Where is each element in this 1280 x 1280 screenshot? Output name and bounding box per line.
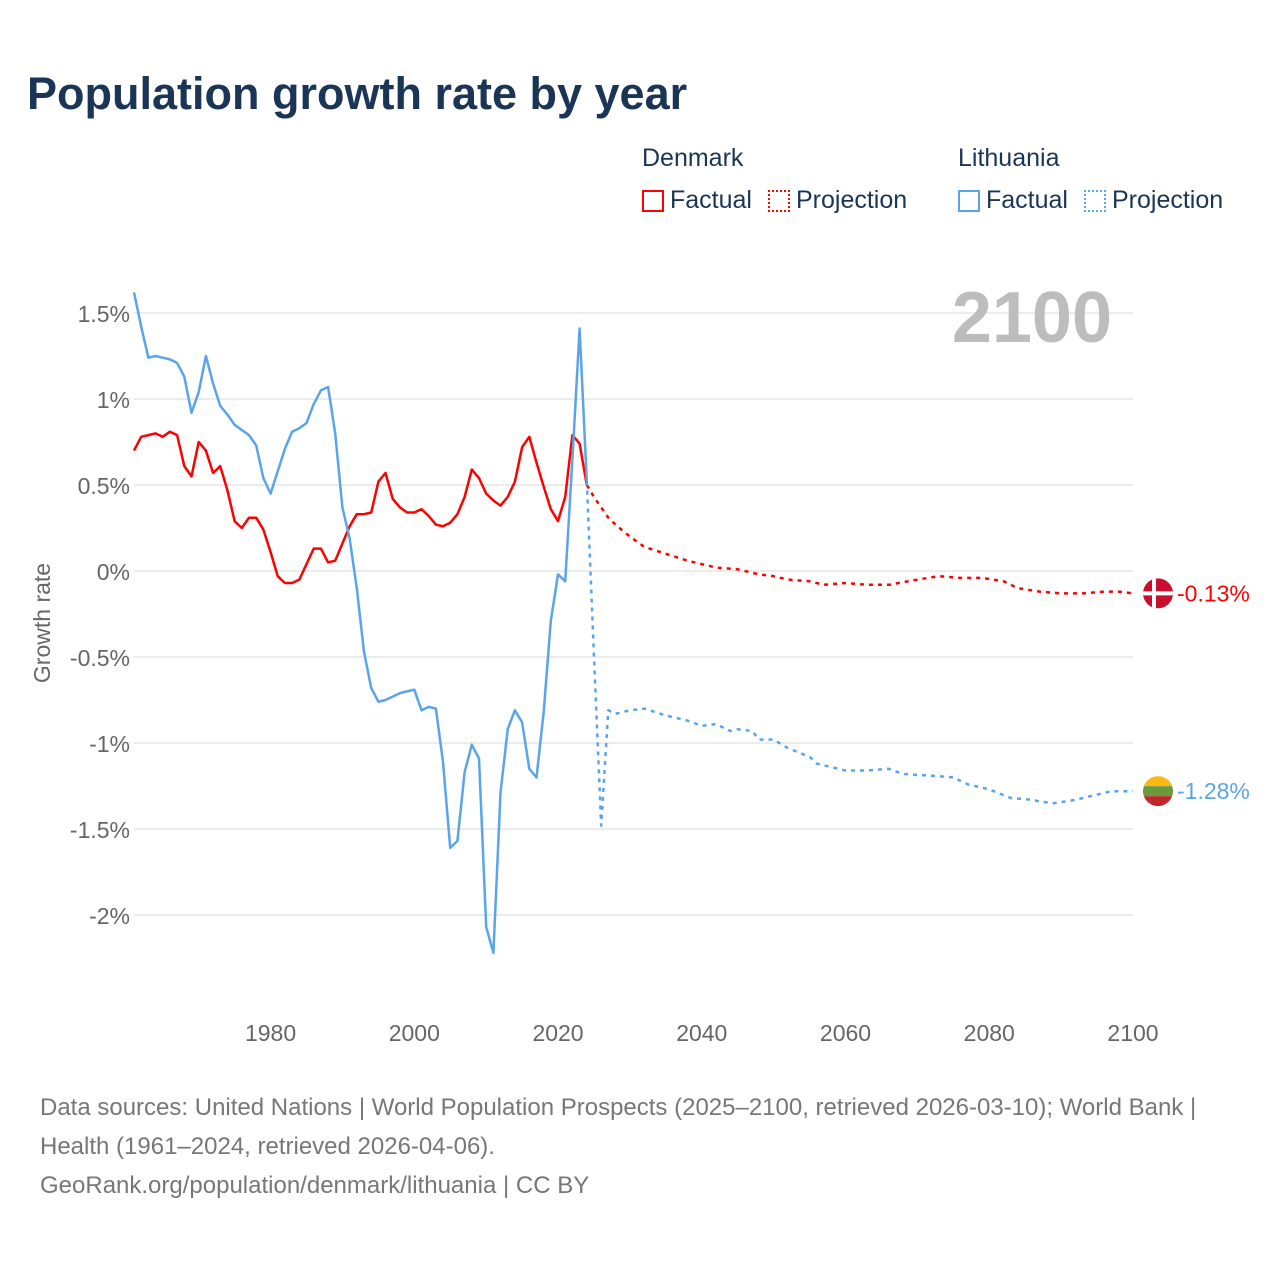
legend-denmark-projection[interactable]: Projection (767, 186, 908, 215)
legend-label: Factual (670, 186, 752, 214)
denmark-flag-icon (1143, 578, 1173, 609)
x-tick-label: 2100 (1107, 1020, 1158, 1046)
y-tick-label: -1.5% (70, 817, 130, 843)
legend-swatch-dotted-blue (1083, 189, 1106, 212)
legend-swatch-dotted-red (767, 189, 790, 212)
legend-group-denmark: Denmark (642, 144, 743, 173)
y-tick-label: 1% (97, 387, 130, 413)
legend-label: Factual (986, 186, 1068, 214)
legend-country-denmark: Denmark (642, 144, 744, 172)
chart-title: Population growth rate by year (27, 68, 688, 119)
y-axis-label: Growth rate (29, 563, 55, 683)
legend-label: Projection (1111, 186, 1224, 214)
y-tick-label: -1% (89, 731, 130, 757)
y-tick-label: 1.5% (78, 301, 130, 327)
y-tick-label: 0.5% (78, 473, 130, 499)
legend-country-lithuania: Lithuania (958, 144, 1060, 172)
x-tick-label: 2000 (389, 1020, 440, 1046)
x-tick-label: 1980 (245, 1020, 296, 1046)
lithuania-flag-icon (1143, 776, 1173, 807)
legend-label: Projection (795, 186, 908, 214)
footer: Data sources: United Nations | World Pop… (40, 1088, 1240, 1205)
end-label-lithuania: -1.28% (1177, 778, 1250, 804)
legend-denmark-factual[interactable]: Factual (642, 186, 752, 215)
x-tick-label: 2040 (676, 1020, 727, 1046)
y-tick-label: -2% (89, 903, 130, 929)
series-line-lithuania-projection (585, 481, 1133, 827)
legend-lithuania-factual[interactable]: Factual (958, 186, 1068, 215)
legend-group-lithuania: Lithuania (958, 144, 1059, 173)
end-label-denmark: -0.13% (1177, 580, 1250, 606)
x-tick-label: 2080 (964, 1020, 1015, 1046)
legend-swatch-solid-red (642, 189, 664, 212)
series-line-denmark-projection (585, 484, 1134, 595)
x-tick-label: 2020 (532, 1020, 583, 1046)
year-display: 2100 (952, 278, 1112, 358)
series-line-denmark-factual (132, 430, 589, 585)
legend-lithuania-projection[interactable]: Projection (1083, 186, 1224, 215)
series-line-lithuania-factual (132, 292, 589, 955)
legend-swatch-solid-blue (958, 189, 980, 212)
x-tick-label: 2060 (820, 1020, 871, 1046)
y-tick-label: 0% (97, 559, 130, 585)
credit-link[interactable]: GeoRank.org/population/denmark/lithuania… (40, 1172, 590, 1199)
y-tick-label: -0.5% (70, 645, 130, 671)
data-sources: Data sources: United Nations | World Pop… (40, 1094, 1197, 1160)
